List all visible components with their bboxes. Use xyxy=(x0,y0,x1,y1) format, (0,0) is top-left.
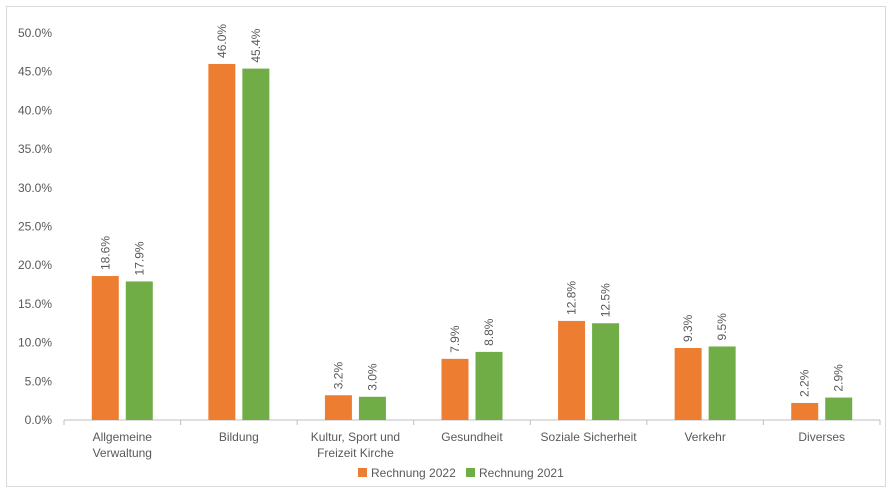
legend-label: Rechnung 2021 xyxy=(479,466,564,480)
x-tick-label: Gesundheit xyxy=(441,430,503,444)
data-label: 7.9% xyxy=(448,325,462,353)
data-label: 46.0% xyxy=(215,24,229,58)
y-tick-label: 0.0% xyxy=(25,413,53,427)
y-tick-label: 50.0% xyxy=(18,26,52,40)
bar xyxy=(242,69,269,420)
y-tick-label: 30.0% xyxy=(18,181,52,195)
y-tick-label: 10.0% xyxy=(18,336,52,350)
data-label: 9.3% xyxy=(681,314,695,342)
data-label: 3.2% xyxy=(331,362,345,390)
x-tick-label: Verkehr xyxy=(684,430,725,444)
x-tick-label: Freizeit Kirche xyxy=(317,446,394,460)
y-tick-label: 45.0% xyxy=(18,65,52,79)
x-tick-label: Diverses xyxy=(798,430,845,444)
bar xyxy=(675,348,702,420)
legend-label: Rechnung 2022 xyxy=(371,466,456,480)
data-label: 2.2% xyxy=(798,369,812,397)
data-label: 2.9% xyxy=(832,364,846,392)
data-label: 8.8% xyxy=(482,318,496,346)
bar xyxy=(558,321,585,420)
data-label: 12.5% xyxy=(599,283,613,317)
x-tick-label: Soziale Sicherheit xyxy=(541,430,638,444)
y-tick-label: 20.0% xyxy=(18,258,52,272)
x-tick-label: Kultur, Sport und xyxy=(311,430,400,444)
bar xyxy=(709,346,736,420)
data-label: 12.8% xyxy=(565,281,579,315)
x-tick-label: Allgemeine xyxy=(93,430,153,444)
bar xyxy=(442,359,469,420)
x-tick-label: Bildung xyxy=(219,430,259,444)
data-label: 9.5% xyxy=(715,313,729,341)
legend-swatch xyxy=(466,468,475,477)
bar xyxy=(325,395,352,420)
x-tick-label: Verwaltung xyxy=(93,446,152,460)
legend-swatch xyxy=(358,468,367,477)
data-label: 3.0% xyxy=(365,363,379,391)
bar xyxy=(126,281,153,420)
data-label: 18.6% xyxy=(98,236,112,270)
bar xyxy=(825,398,852,420)
bar xyxy=(791,403,818,420)
y-tick-label: 35.0% xyxy=(18,142,52,156)
y-tick-label: 40.0% xyxy=(18,103,52,117)
bar xyxy=(359,397,386,420)
data-label: 17.9% xyxy=(132,241,146,275)
y-tick-label: 15.0% xyxy=(18,297,52,311)
bar xyxy=(208,64,235,420)
bar xyxy=(476,352,503,420)
y-tick-label: 25.0% xyxy=(18,220,52,234)
bar xyxy=(92,276,119,420)
data-label: 45.4% xyxy=(249,28,263,62)
y-tick-label: 5.0% xyxy=(25,374,53,388)
bar xyxy=(592,323,619,420)
